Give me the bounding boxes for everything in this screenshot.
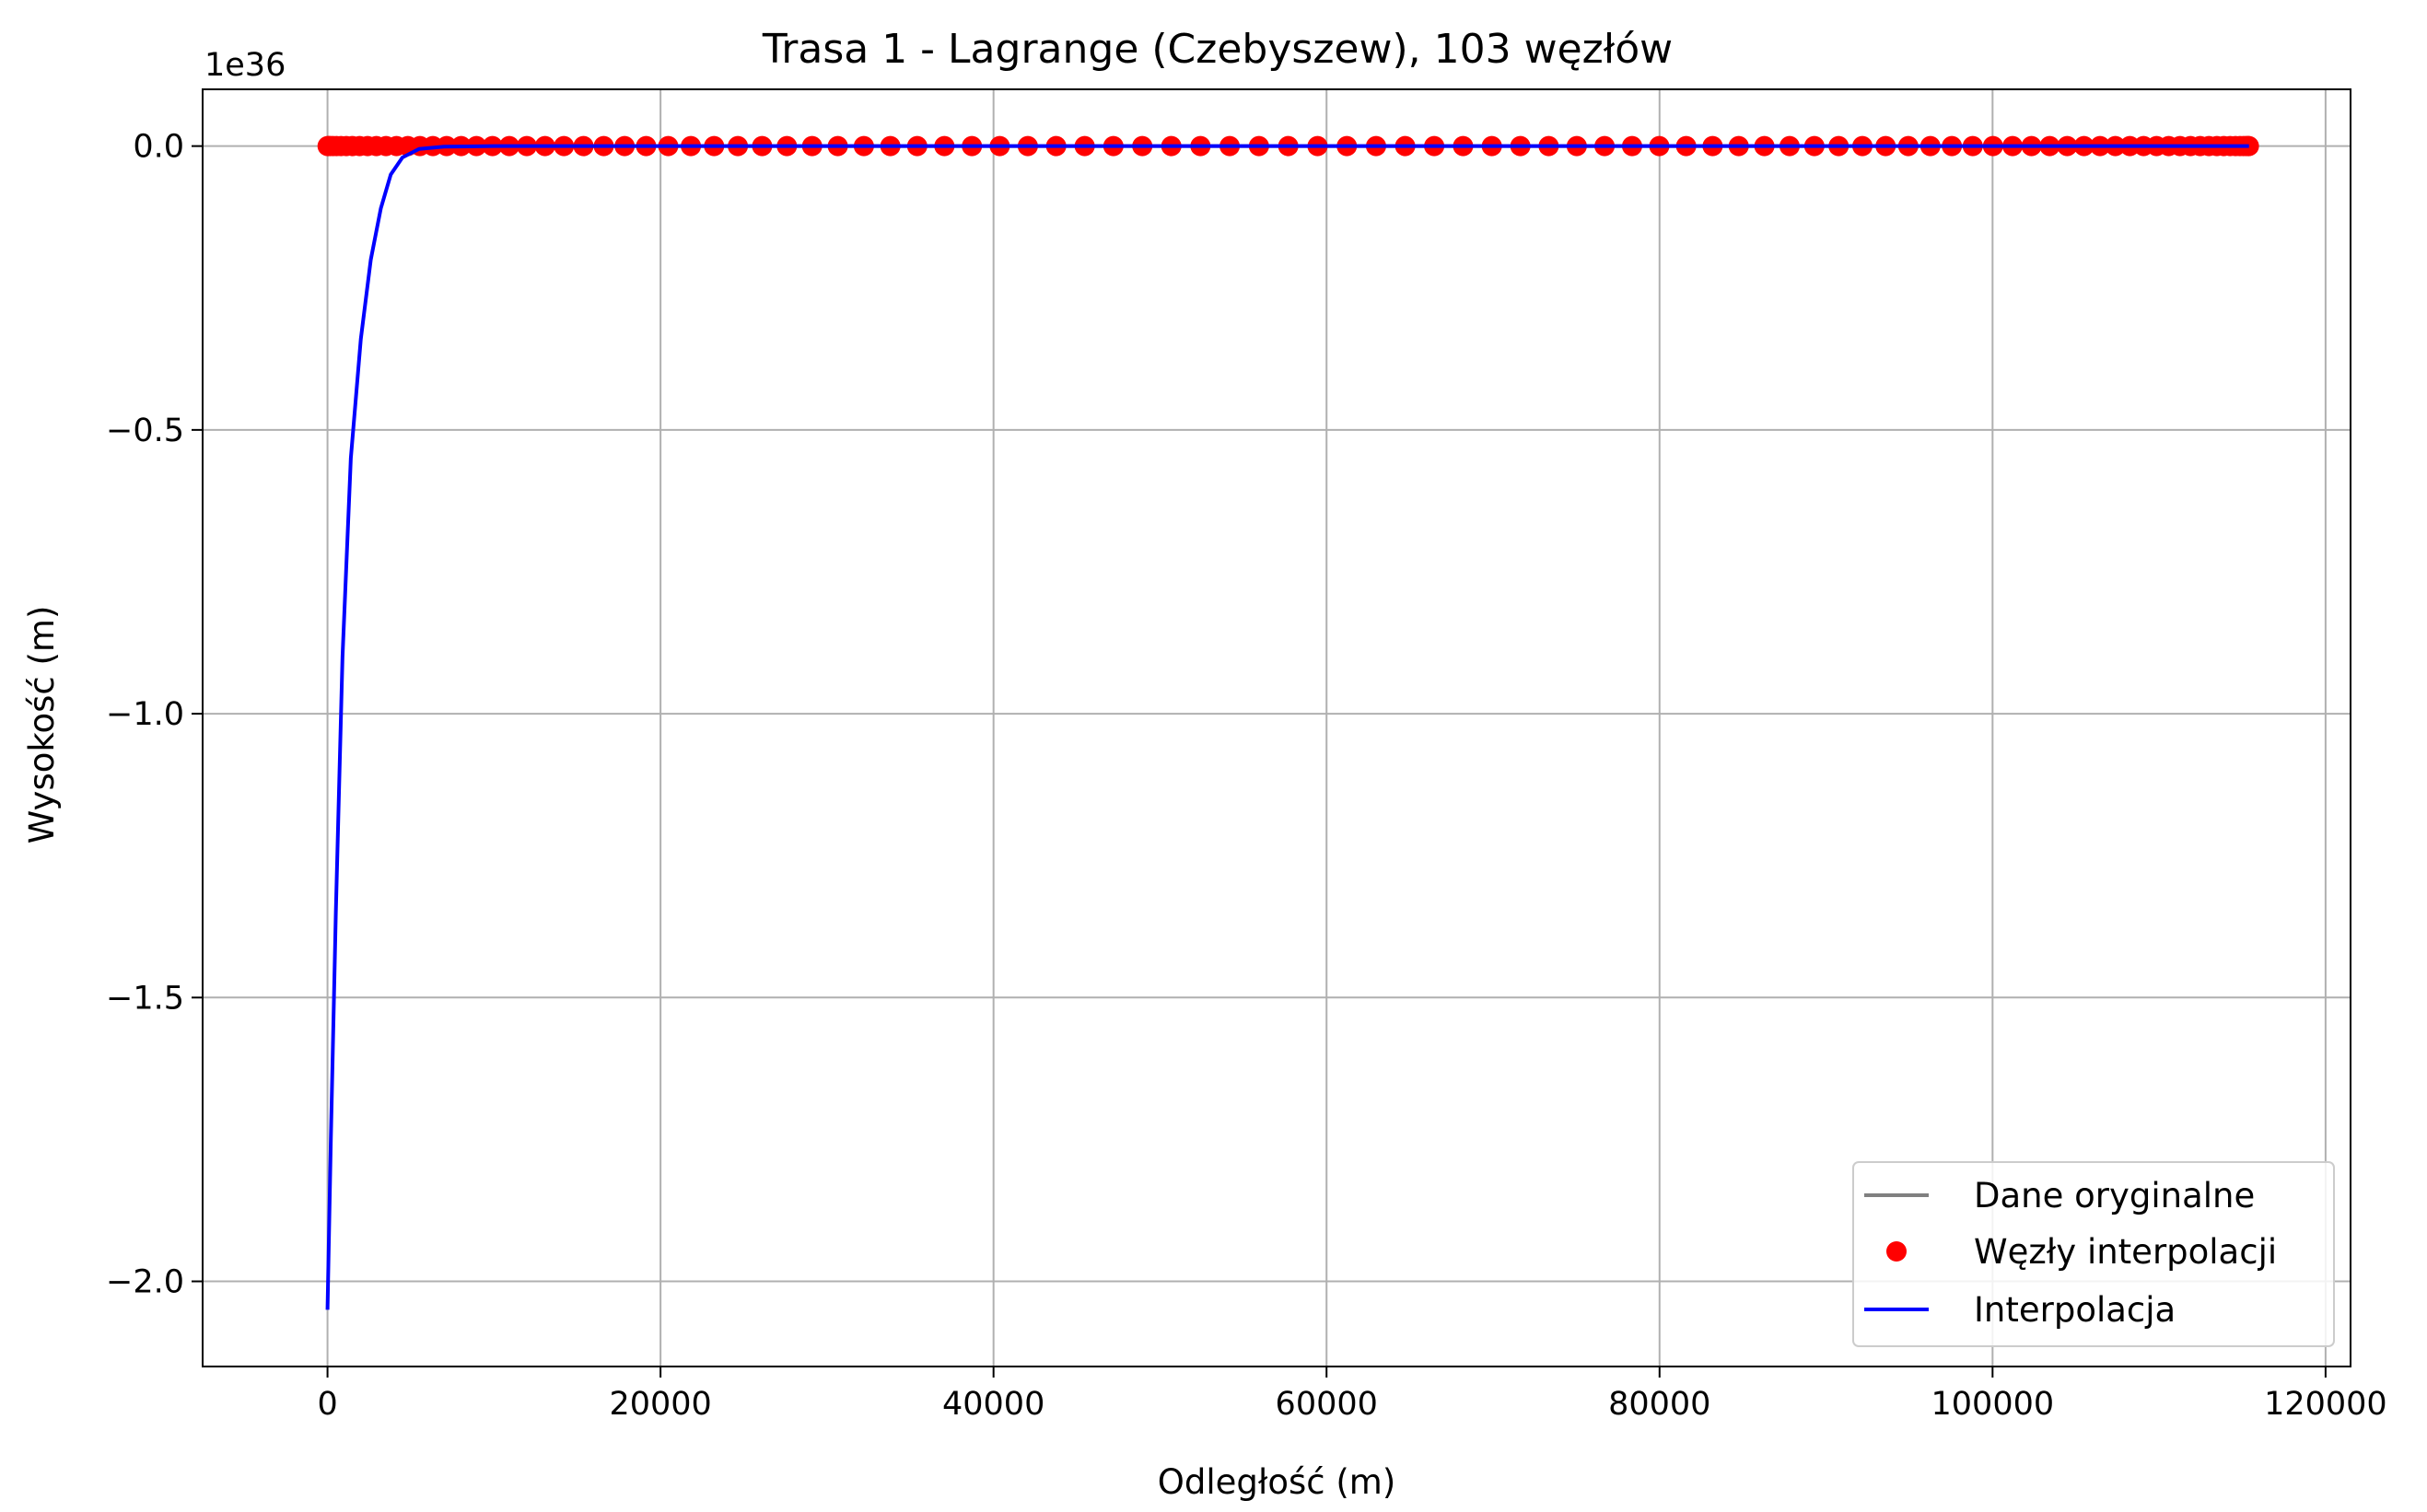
legend-box (1852, 1161, 2335, 1347)
axis-ticks: 0 20000 40000 60000 80000 100000 120000 0.0 −0.5… (106, 129, 2387, 1423)
legend-label-interpolation: Interpolacja (1974, 1290, 2176, 1330)
x-tick-label: 60000 (1276, 1386, 1378, 1423)
y-offset-label: 1e36 (204, 47, 286, 84)
x-tick-label: 100000 (1931, 1386, 2055, 1423)
x-tick-label: 40000 (942, 1386, 1044, 1423)
x-tick-label: 20000 (609, 1386, 711, 1423)
plot-series (317, 135, 2259, 1310)
x-tick-label: 0 (317, 1386, 337, 1423)
y-tick-label: −1.0 (106, 696, 184, 733)
legend-swatch-nodes (1886, 1241, 1907, 1262)
y-tick-label: 0.0 (133, 129, 184, 166)
y-tick-label: −2.0 (106, 1264, 184, 1301)
x-tick-label: 80000 (1608, 1386, 1710, 1423)
x-axis-label: Odległość (m) (1158, 1462, 1396, 1502)
legend-label-nodes: Węzły interpolacji (1974, 1232, 2277, 1272)
interpolation-line (325, 144, 2249, 1310)
x-tick-label: 120000 (2264, 1386, 2387, 1423)
y-axis-label: Wysokość (m) (22, 606, 62, 844)
y-tick-label: −0.5 (106, 413, 184, 449)
chart-title: Trasa 1 - Lagrange (Czebyszew), 103 węzł… (762, 26, 1673, 73)
legend: Dane oryginalne Węzły interpolacji Inter… (1852, 1161, 2335, 1347)
interpolation-node-marker (317, 135, 338, 157)
plot-frame (202, 88, 2351, 1367)
y-tick-label: −1.5 (106, 980, 184, 1017)
legend-label-original-data: Dane oryginalne (1974, 1176, 2255, 1215)
